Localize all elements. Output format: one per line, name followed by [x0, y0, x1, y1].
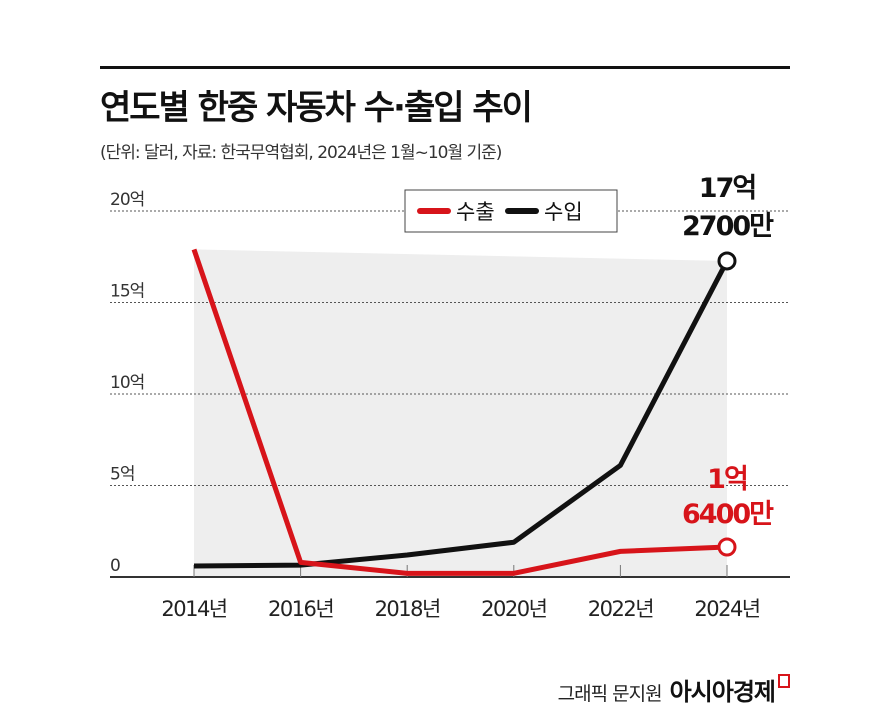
x-tick-label: 2024년	[694, 597, 759, 621]
x-tick-label: 2022년	[588, 597, 653, 621]
data-label: 2700만	[682, 211, 774, 242]
legend-label: 수입	[544, 200, 583, 224]
brand-mark-icon	[778, 674, 790, 688]
chart-subtitle: (단위: 달러, 자료: 한국무역협회, 2024년은 1월~10월 기준)	[100, 143, 502, 163]
shaded-area	[194, 249, 727, 577]
data-point-marker	[717, 537, 737, 557]
legend-label: 수출	[456, 200, 495, 224]
graphic-credit: 그래픽 문지원	[557, 683, 663, 705]
y-tick-label: 15억	[110, 282, 144, 302]
y-tick-label: 10억	[110, 373, 144, 393]
series-line-export	[191, 248, 728, 576]
y-tick-label: 0	[110, 556, 120, 576]
footer: 그래픽 문지원 아시아경제	[558, 672, 790, 707]
x-tick-label: 2018년	[375, 597, 440, 621]
y-tick-label: 20억	[110, 190, 144, 210]
top-rule	[100, 66, 790, 69]
data-label: 6400만	[682, 499, 774, 530]
x-tick-label: 2016년	[268, 597, 333, 621]
y-tick-label: 5억	[110, 465, 134, 485]
chart-title: 연도별 한중 자동차 수·출입 추이	[100, 88, 533, 128]
x-tick-label: 2020년	[481, 597, 546, 621]
data-point-marker	[717, 251, 737, 271]
data-label: 1억	[707, 464, 747, 495]
data-label: 17억	[699, 173, 755, 204]
series-line-import	[193, 259, 730, 569]
brand-logo: 아시아경제	[669, 678, 776, 706]
x-tick-label: 2014년	[161, 597, 226, 621]
